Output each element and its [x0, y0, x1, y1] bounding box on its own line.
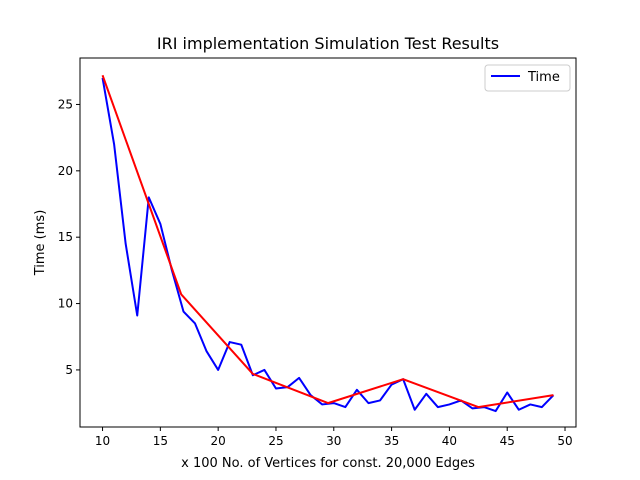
x-tick-label: 15: [153, 434, 168, 448]
x-tick-label: 20: [211, 434, 226, 448]
x-tick-label: 25: [268, 434, 283, 448]
x-axis-label: x 100 No. of Vertices for const. 20,000 …: [181, 456, 475, 471]
legend: Time: [484, 64, 571, 92]
y-axis-label: Time (ms): [33, 210, 48, 277]
y-tick-label: 20: [58, 164, 73, 178]
series-line-2: [101, 74, 554, 409]
y-axis-ticks: 5 10 15 20 25: [58, 97, 80, 377]
legend-label-time: Time: [527, 70, 560, 85]
plot-frame: [79, 57, 577, 428]
y-tick-label: 5: [65, 363, 73, 377]
x-tick-label: 30: [326, 434, 341, 448]
y-tick-label: 25: [58, 97, 73, 111]
y-tick-label: 10: [58, 297, 73, 311]
x-tick-label: 50: [557, 434, 572, 448]
y-tick-label: 15: [58, 230, 73, 244]
series-layer: [101, 74, 555, 413]
x-tick-label: 40: [442, 434, 457, 448]
x-axis-ticks: 10 15 20 25 30 35 40 45 50: [95, 427, 573, 448]
chart-title: IRI implementation Simulation Test Resul…: [157, 34, 499, 53]
x-tick-label: 10: [95, 434, 110, 448]
legend-box: [484, 64, 571, 92]
x-tick-label: 45: [500, 434, 515, 448]
x-tick-label: 35: [384, 434, 399, 448]
